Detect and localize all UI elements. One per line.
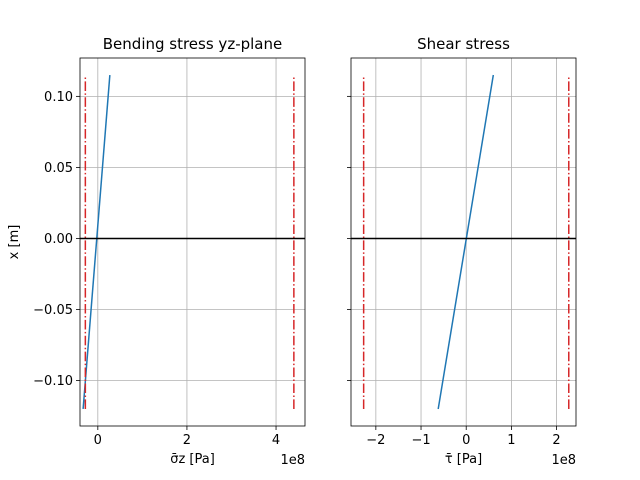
x-tick-label: 0 (462, 433, 470, 448)
chart-title: Bending stress yz-plane (103, 35, 282, 53)
x-tick-label: 2 (183, 433, 191, 448)
y-tick-label: 0.10 (44, 90, 73, 105)
x-tick-label: 1 (507, 433, 515, 448)
stress-line (82, 74, 111, 410)
x-tick-label: 0 (94, 433, 102, 448)
chart-title: Shear stress (417, 35, 510, 53)
x-axis-label: τ̄ [Pa] (445, 452, 482, 467)
y-tick-label: 0.05 (44, 161, 73, 176)
axes-frame (350, 57, 577, 427)
y-axis-label: x [m] (7, 225, 22, 260)
bending-stress-panel: 0 2 4 0.10 0.05 0.00 −0.05 −0.10 Bending stress … (7, 35, 306, 468)
y-tick-label: 0.00 (44, 232, 73, 247)
x-tick-label: −2 (366, 433, 385, 448)
shear-stress-panel: −2 −1 0 1 2 Shear stress τ̄ [Pa] 1e8 (347, 35, 577, 468)
stress-line (437, 74, 495, 410)
x-offset-label: 1e8 (551, 453, 576, 468)
x-tick-label: 2 (552, 433, 560, 448)
x-offset-label: 1e8 (280, 453, 305, 468)
y-tick-label: −0.10 (33, 374, 73, 389)
x-axis-label: σ̄z [Pa] (170, 452, 215, 467)
x-tick-label: −1 (411, 433, 430, 448)
x-tick-label: 4 (272, 433, 280, 448)
axes-frame (79, 57, 306, 427)
y-tick-label: −0.05 (33, 303, 73, 318)
